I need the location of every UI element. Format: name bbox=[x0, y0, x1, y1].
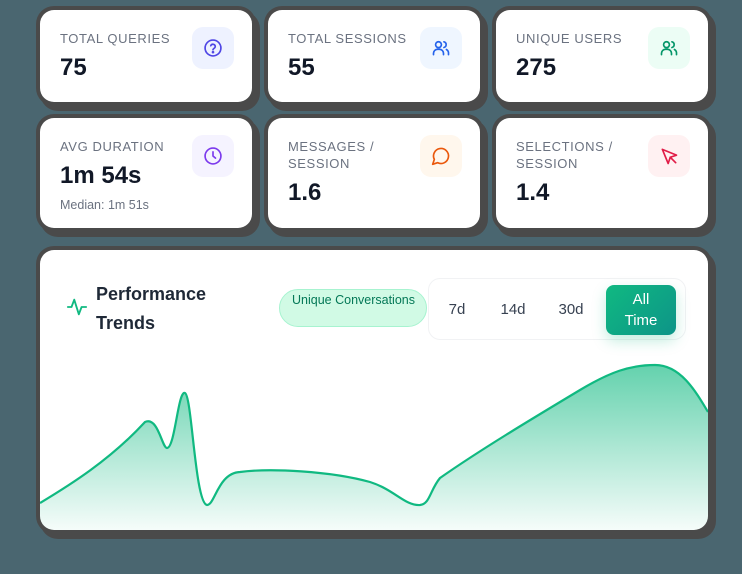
stat-value: 275 bbox=[516, 54, 557, 81]
range-14d-button[interactable]: 14d bbox=[500, 300, 526, 318]
stat-card-messages-per-session: MESSAGES / SESSION 1.6 bbox=[268, 118, 480, 228]
stat-label: TOTAL SESSIONS bbox=[288, 31, 407, 46]
range-7d-button[interactable]: 7d bbox=[448, 300, 466, 318]
stat-value: 1.4 bbox=[516, 179, 550, 206]
question-circle-icon bbox=[192, 27, 234, 69]
cursor-pointer-icon bbox=[648, 135, 690, 177]
stat-label: TOTAL QUERIES bbox=[60, 31, 171, 46]
stat-label: AVG DURATION bbox=[60, 139, 165, 154]
stat-value: 75 bbox=[60, 54, 87, 81]
activity-pulse-icon bbox=[66, 298, 88, 316]
stat-label: UNIQUE USERS bbox=[516, 31, 623, 46]
users-icon bbox=[648, 27, 690, 69]
metric-selector-pill[interactable]: Unique Conversations bbox=[279, 289, 427, 327]
chart-line bbox=[40, 363, 708, 507]
performance-area-chart bbox=[40, 363, 708, 530]
range-30d-button[interactable]: 30d bbox=[558, 300, 584, 318]
stat-card-avg-duration: AVG DURATION 1m 54s Median: 1m 51s bbox=[40, 118, 252, 228]
stat-card-total-sessions: TOTAL SESSIONS 55 bbox=[268, 10, 480, 102]
stat-card-unique-users: UNIQUE USERS 275 bbox=[496, 10, 708, 102]
stat-card-selections-per-session: SELECTIONS / SESSION 1.4 bbox=[496, 118, 708, 228]
stat-value: 1.6 bbox=[288, 179, 322, 206]
performance-trends-card: Performance Trends Unique Conversations … bbox=[40, 250, 708, 530]
stat-label: SELECTIONS / SESSION bbox=[516, 139, 613, 171]
stat-value: 55 bbox=[288, 54, 315, 81]
chart-area-fill bbox=[40, 365, 708, 530]
stat-value: 1m 54s bbox=[60, 162, 142, 189]
time-range-selector: 7d 14d 30d All Time bbox=[428, 278, 686, 340]
message-circle-icon bbox=[420, 135, 462, 177]
performance-header: Performance Trends bbox=[66, 280, 226, 338]
stat-card-total-queries: TOTAL QUERIES 75 bbox=[40, 10, 252, 102]
stat-label: MESSAGES / SESSION bbox=[288, 139, 375, 171]
users-icon bbox=[420, 27, 462, 69]
clock-icon bbox=[192, 135, 234, 177]
stat-median: Median: 1m 51s bbox=[60, 198, 149, 212]
range-all-time-button[interactable]: All Time bbox=[606, 285, 676, 335]
performance-title: Performance Trends bbox=[96, 284, 207, 333]
range-all-time-label: All Time bbox=[624, 291, 658, 329]
